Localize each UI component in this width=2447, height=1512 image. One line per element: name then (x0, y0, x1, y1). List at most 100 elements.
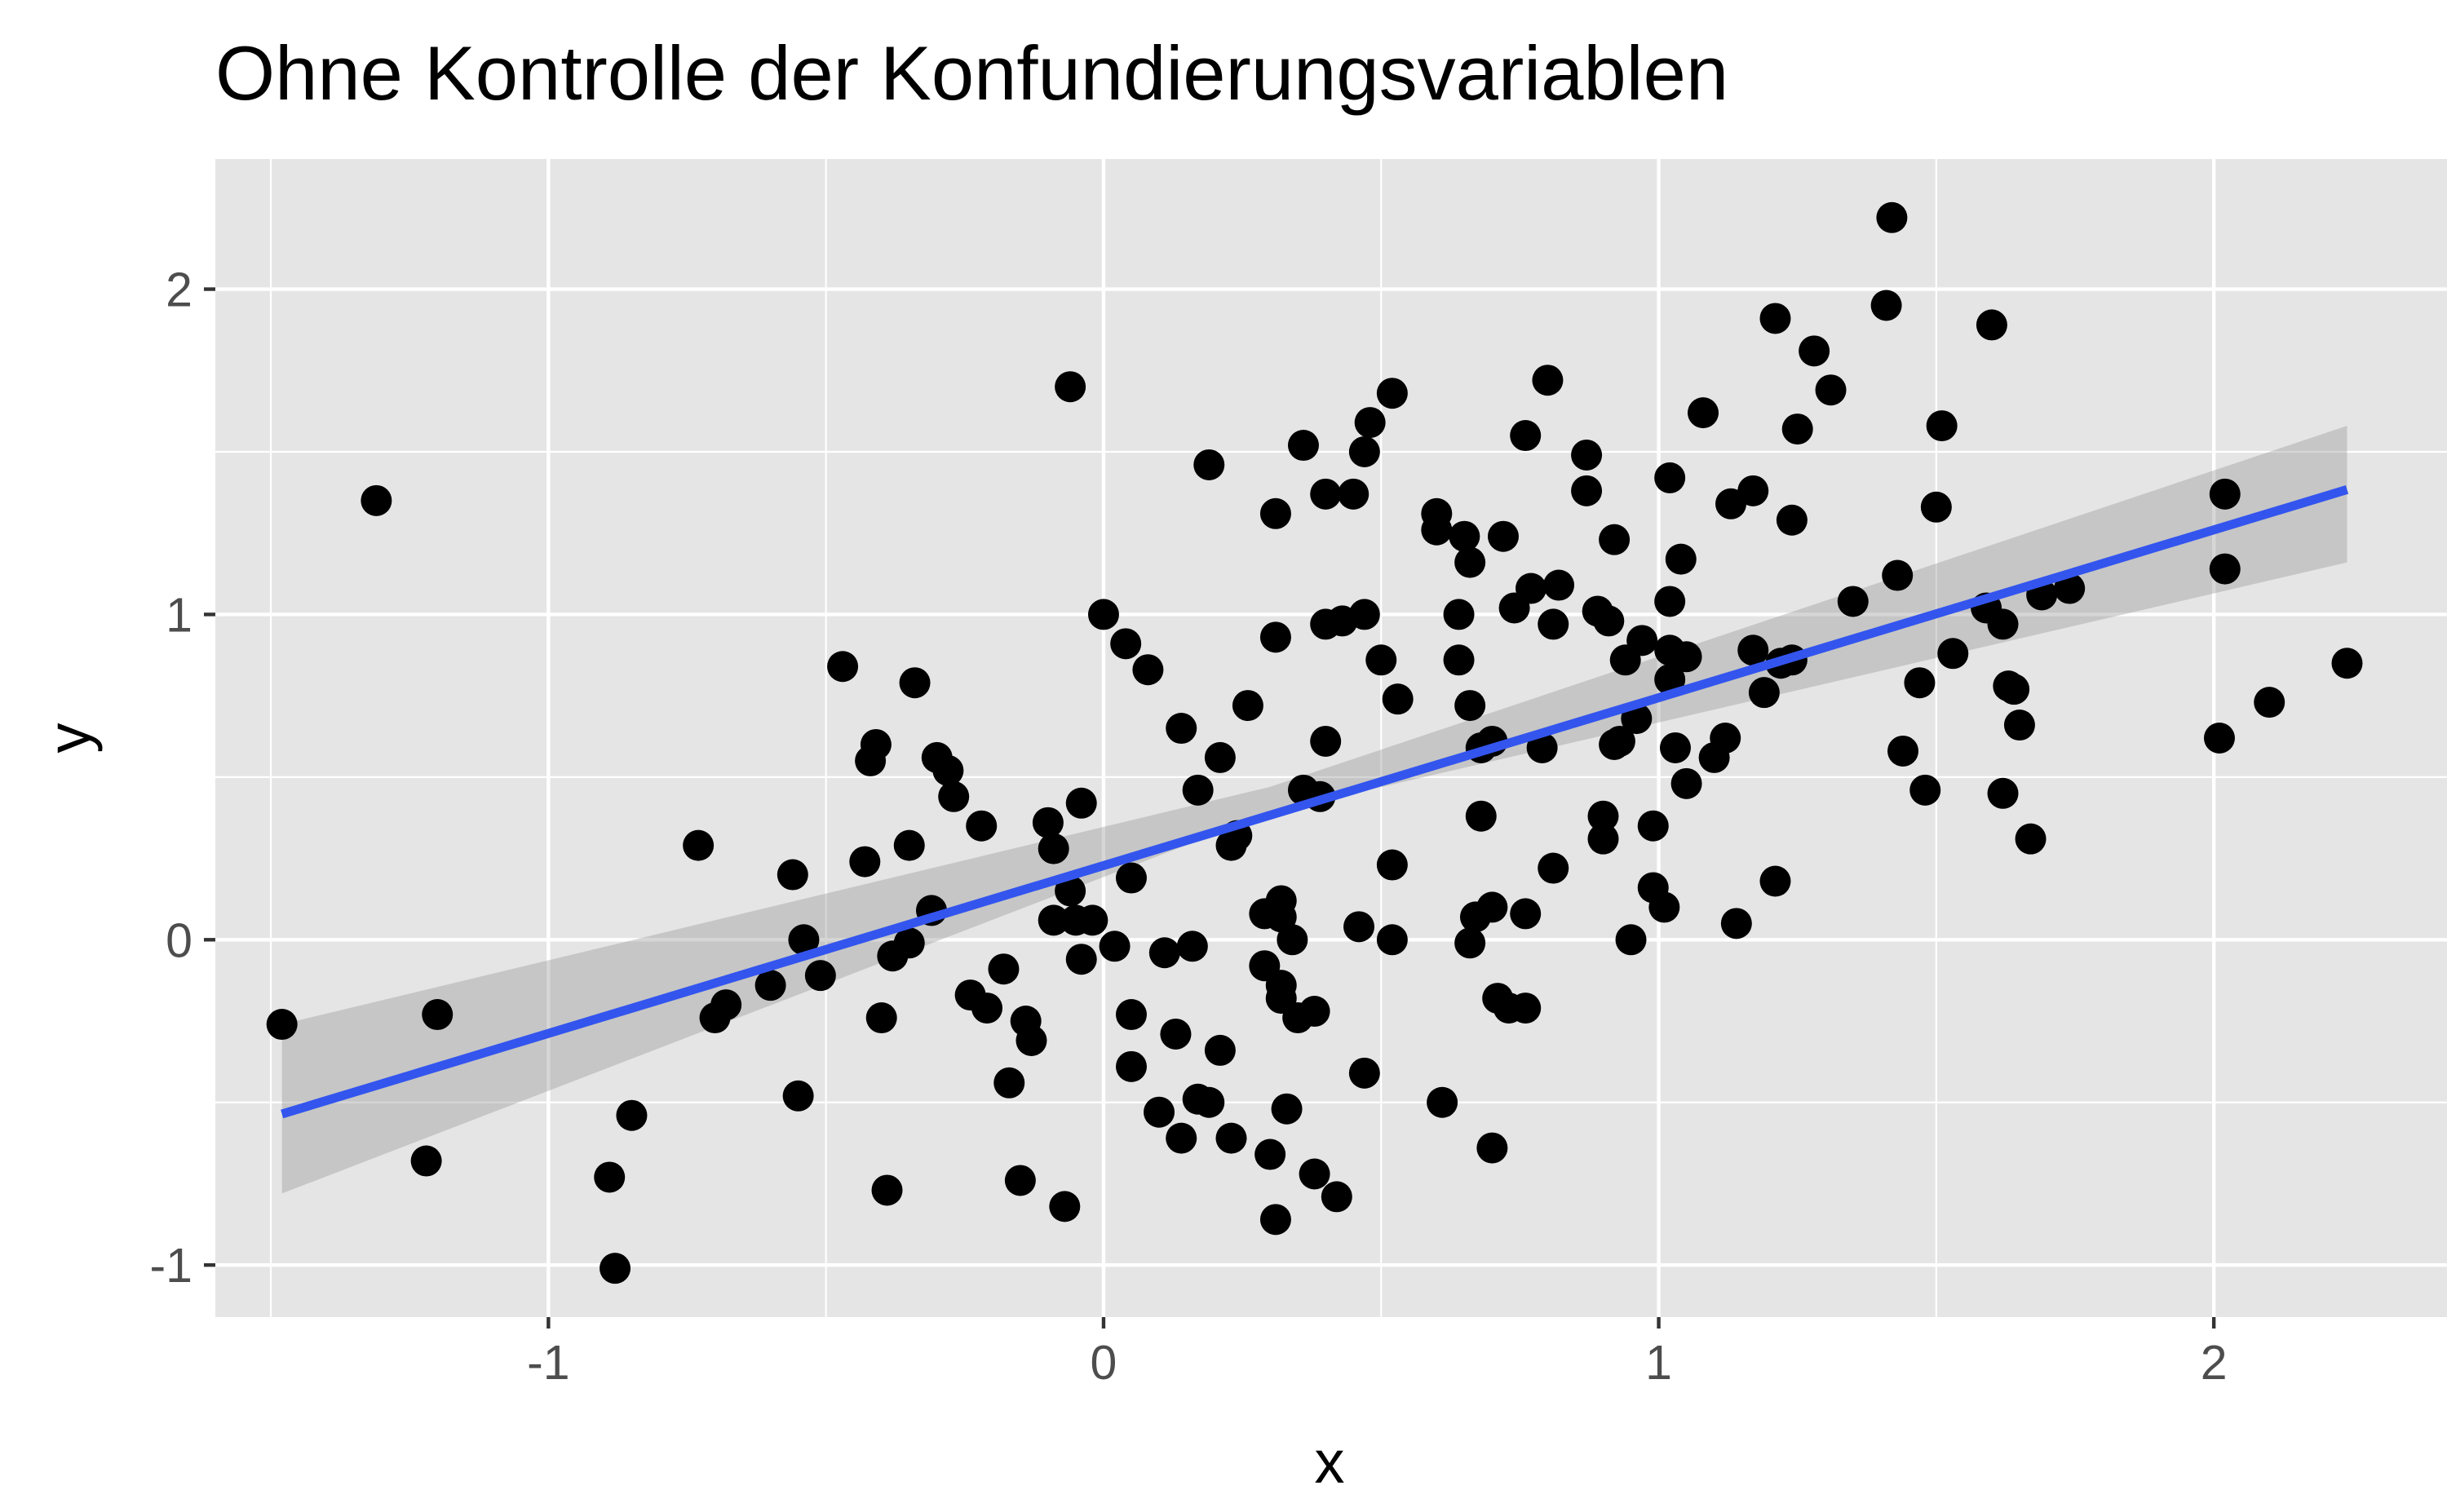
data-point (1904, 667, 1936, 699)
data-point (1476, 1132, 1508, 1164)
data-point (1065, 787, 1097, 819)
data-point (860, 728, 892, 760)
data-point (1354, 407, 1386, 439)
data-point (988, 953, 1020, 985)
data-point (1615, 924, 1647, 956)
data-point (993, 1067, 1025, 1099)
data-point (1543, 569, 1575, 601)
data-point (1099, 931, 1131, 962)
data-point (1077, 904, 1108, 936)
data-point (1310, 725, 1342, 757)
chart-title: Ohne Kontrolle der Konfundierungsvariabl… (215, 30, 1728, 116)
data-point (1110, 628, 1142, 660)
data-point (1887, 735, 1919, 767)
data-point (1449, 520, 1480, 552)
x-tick-label: 1 (1645, 1336, 1672, 1390)
data-point (971, 993, 1003, 1024)
data-point (1604, 725, 1635, 757)
data-point (2209, 478, 2241, 510)
data-point (1487, 520, 1519, 552)
data-point (1882, 559, 1914, 591)
data-point (966, 810, 998, 842)
data-point (1920, 491, 1952, 523)
data-point (422, 999, 454, 1031)
data-point (1526, 732, 1558, 763)
data-point (1654, 664, 1686, 696)
data-point (1016, 1024, 1047, 1056)
data-point (1454, 546, 1486, 578)
data-point (1538, 852, 1569, 884)
data-point (1976, 309, 2007, 341)
data-point (1376, 378, 1408, 409)
data-point (1321, 1181, 1352, 1213)
data-point (1115, 999, 1147, 1031)
data-point (1427, 1086, 1458, 1118)
data-point (1038, 833, 1069, 864)
data-point (1987, 777, 2019, 809)
data-point (1055, 371, 1086, 403)
data-point (1376, 849, 1408, 881)
data-point (1587, 823, 1619, 855)
data-point (932, 754, 964, 786)
data-point (1254, 1138, 1286, 1170)
data-point (1571, 439, 1603, 471)
data-point (1654, 462, 1686, 493)
data-point (1720, 908, 1752, 939)
x-tick-label: 0 (1091, 1336, 1117, 1390)
y-tick-label: 2 (166, 263, 192, 317)
data-point (1376, 924, 1408, 956)
data-point (1587, 800, 1619, 832)
data-point (899, 667, 931, 699)
data-point (1748, 677, 1780, 709)
data-point (1338, 478, 1370, 510)
data-point (1776, 504, 1808, 536)
data-point (600, 1253, 631, 1284)
data-point (1998, 674, 2030, 705)
x-tick-label: -1 (527, 1336, 569, 1390)
data-point (1593, 605, 1625, 637)
data-point (827, 651, 859, 683)
data-point (1259, 621, 1291, 653)
data-point (2203, 723, 2235, 754)
data-point (2054, 573, 2086, 604)
data-point (1215, 1122, 1247, 1154)
data-point (1232, 690, 1263, 722)
data-point (1299, 1158, 1330, 1190)
data-point (1132, 654, 1164, 686)
data-point (1737, 634, 1769, 666)
data-point (1926, 410, 1958, 442)
data-point (871, 1174, 903, 1206)
data-point (1670, 641, 1702, 673)
y-axis-title: y (35, 723, 103, 754)
data-point (1659, 732, 1691, 763)
data-point (1166, 1122, 1197, 1154)
y-tick-label: -1 (150, 1239, 192, 1293)
data-point (1365, 644, 1397, 676)
data-point (1166, 713, 1197, 745)
data-point (266, 1009, 298, 1041)
data-point (410, 1145, 442, 1177)
data-point (1176, 931, 1208, 962)
data-point (1465, 800, 1497, 832)
data-point (1055, 875, 1086, 907)
regression-line (281, 485, 2349, 1119)
data-point (594, 1161, 626, 1193)
data-point (1665, 543, 1697, 575)
data-point (1815, 374, 1847, 406)
data-point (893, 927, 925, 959)
data-point (1299, 996, 1330, 1028)
data-point (1259, 1204, 1291, 1236)
data-point (616, 1099, 648, 1131)
data-point (1626, 625, 1658, 657)
data-point (1310, 478, 1342, 510)
data-point (1348, 599, 1380, 630)
data-point (1987, 608, 2019, 640)
data-point (1087, 599, 1119, 630)
data-point (1837, 586, 1869, 617)
y-tick-label: 0 (166, 913, 192, 967)
data-point (1710, 723, 1741, 754)
data-point (1670, 767, 1702, 799)
data-point (1759, 865, 1791, 897)
data-point (683, 829, 715, 861)
